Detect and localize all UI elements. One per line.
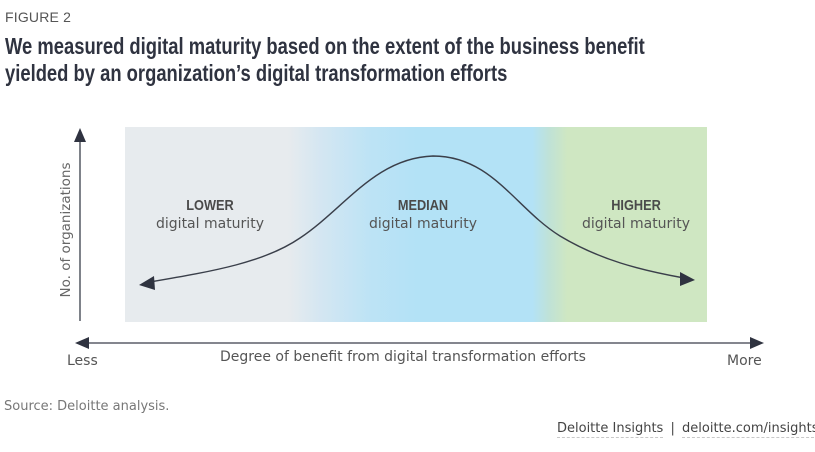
zone-higher-title: HIGHER <box>611 197 661 214</box>
x-axis-max-label: More <box>727 353 762 369</box>
footer-separator: | <box>670 421 675 436</box>
x-axis-label: Degree of benefit from digital transform… <box>220 349 586 365</box>
zone-lower-subtitle: digital maturity <box>156 216 264 232</box>
y-axis-arrow-icon <box>74 128 86 142</box>
footer-url-link[interactable]: deloitte.com/insights <box>682 421 815 438</box>
curve-left-arrow-icon <box>139 276 155 290</box>
x-axis-right-arrow-icon <box>750 337 764 349</box>
y-axis <box>74 128 86 321</box>
maturity-gradient-background <box>125 127 707 322</box>
x-axis-left-arrow-icon <box>75 337 89 349</box>
zone-median-subtitle: digital maturity <box>369 216 477 232</box>
zone-lower: LOWER digital maturity <box>156 197 264 232</box>
curve-right-arrow-icon <box>680 272 695 286</box>
source-note: Source: Deloitte analysis. <box>4 399 170 414</box>
zone-higher-subtitle: digital maturity <box>582 216 690 232</box>
figure-title: We measured digital maturity based on th… <box>5 33 725 87</box>
distribution-curve <box>139 155 695 290</box>
footer-credit: Deloitte Insights | deloitte.com/insight… <box>557 421 815 438</box>
footer-brand-link[interactable]: Deloitte Insights <box>557 421 664 438</box>
figure-label: FIGURE 2 <box>5 9 72 25</box>
zone-median-title: MEDIAN <box>397 197 449 214</box>
x-axis-min-label: Less <box>67 353 98 369</box>
zone-lower-title: LOWER <box>186 197 234 214</box>
y-axis-label: No. of organizations <box>58 162 74 298</box>
zone-median: MEDIAN digital maturity <box>369 197 477 232</box>
title-line-1: We measured digital maturity based on th… <box>5 33 645 59</box>
x-axis <box>75 337 764 349</box>
zone-higher: HIGHER digital maturity <box>582 197 690 232</box>
title-line-2: yielded by an organization’s digital tra… <box>5 60 508 86</box>
